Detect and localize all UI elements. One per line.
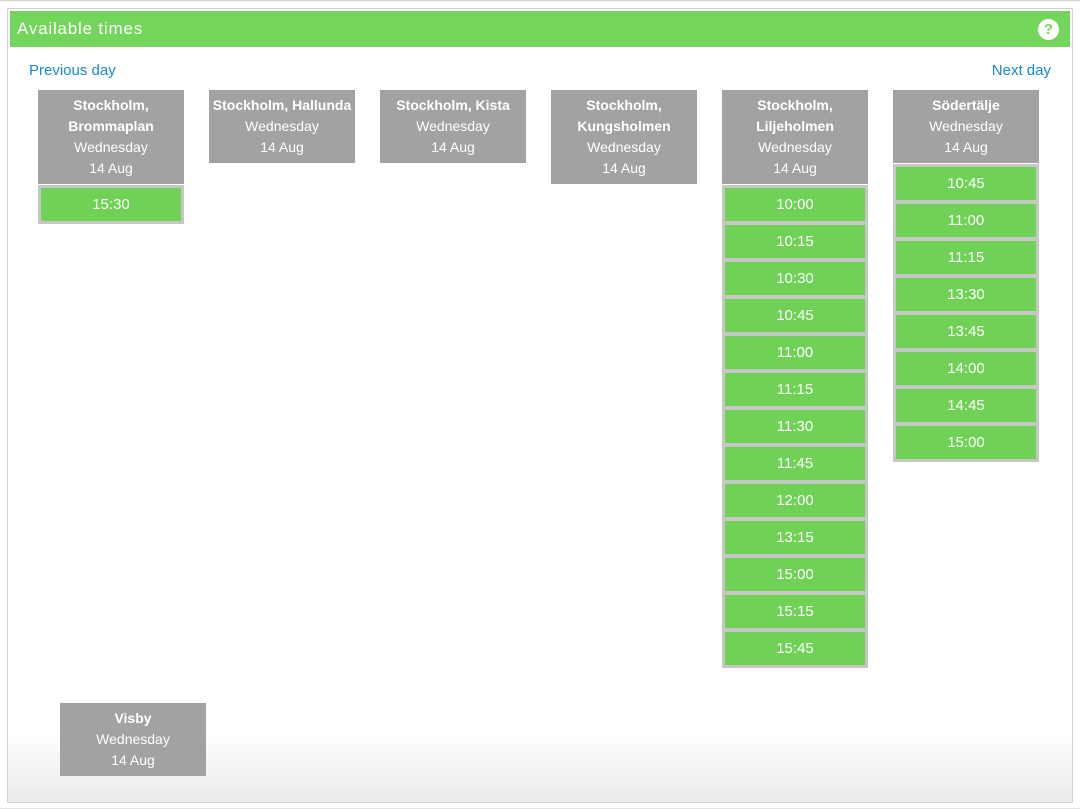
time-slot-button[interactable]: 14:45 <box>896 389 1036 422</box>
location-name: Stockholm, Liljeholmen <box>756 97 834 134</box>
page-title: Available times <box>17 19 144 38</box>
location-name: Stockholm, Kungsholmen <box>577 97 671 134</box>
location-column: Stockholm, Liljeholmen Wednesday 14 Aug … <box>722 90 868 668</box>
time-slot-button[interactable]: 15:15 <box>725 595 865 628</box>
location-header: Stockholm, Brommaplan Wednesday 14 Aug <box>38 90 184 184</box>
time-slot-button[interactable]: 15:30 <box>41 188 181 221</box>
time-slot-button[interactable]: 10:45 <box>896 167 1036 200</box>
time-slot-button[interactable]: 10:45 <box>725 299 865 332</box>
location-column: Stockholm, Kista Wednesday 14 Aug <box>380 90 526 163</box>
time-slot-button[interactable]: 11:00 <box>725 336 865 369</box>
location-date: 14 Aug <box>944 139 988 155</box>
location-day: Wednesday <box>74 139 148 155</box>
content-panel: Available times ? Previous day Next day … <box>7 8 1073 803</box>
location-header: Visby Wednesday 14 Aug <box>60 703 206 776</box>
location-date: 14 Aug <box>111 752 155 768</box>
location-day: Wednesday <box>416 118 490 134</box>
location-date: 14 Aug <box>602 160 646 176</box>
location-date: 14 Aug <box>260 139 304 155</box>
title-bar: Available times ? <box>10 11 1070 47</box>
location-column: Södertälje Wednesday 14 Aug 10:45 11:00 11… <box>893 90 1039 462</box>
location-header: Stockholm, Hallunda Wednesday 14 Aug <box>209 90 355 163</box>
location-header: Stockholm, Kista Wednesday 14 Aug <box>380 90 526 163</box>
location-name: Stockholm, Kista <box>396 97 510 113</box>
day-navigation: Previous day Next day <box>10 47 1070 79</box>
location-header: Södertälje Wednesday 14 Aug <box>893 90 1039 163</box>
location-column: Stockholm, Brommaplan Wednesday 14 Aug 1… <box>38 90 184 224</box>
time-slot-list: 10:45 11:00 11:15 13:30 13:45 14:00 14:45 15:00 <box>893 164 1039 462</box>
location-day: Wednesday <box>245 118 319 134</box>
location-day: Wednesday <box>929 118 1003 134</box>
time-slot-button[interactable]: 12:00 <box>725 484 865 517</box>
time-slot-button[interactable]: 14:00 <box>896 352 1036 385</box>
location-day: Wednesday <box>96 731 170 747</box>
location-day: Wednesday <box>758 139 832 155</box>
location-header: Stockholm, Kungsholmen Wednesday 14 Aug <box>551 90 697 184</box>
time-slot-list: 10:00 10:15 10:30 10:45 11:00 11:15 11:30 11:45… <box>722 185 868 668</box>
previous-day-link[interactable]: Previous day <box>29 62 116 79</box>
location-date: 14 Aug <box>89 160 133 176</box>
location-column: Stockholm, Hallunda Wednesday 14 Aug <box>209 90 355 163</box>
time-slot-button[interactable]: 11:30 <box>725 410 865 443</box>
location-day: Wednesday <box>587 139 661 155</box>
location-name: Visby <box>114 710 152 726</box>
time-slot-button[interactable]: 15:00 <box>725 558 865 591</box>
time-slot-button[interactable]: 13:15 <box>725 521 865 554</box>
location-name: Stockholm, Hallunda <box>212 97 352 113</box>
time-slot-button[interactable]: 11:45 <box>725 447 865 480</box>
next-day-link[interactable]: Next day <box>991 62 1051 79</box>
location-name: Stockholm, Brommaplan <box>68 97 154 134</box>
location-column: Stockholm, Kungsholmen Wednesday 14 Aug <box>551 90 697 184</box>
location-date: 14 Aug <box>773 160 817 176</box>
time-slot-button[interactable]: 15:45 <box>725 632 865 665</box>
time-slot-button[interactable]: 13:45 <box>896 315 1036 348</box>
time-slot-button[interactable]: 11:15 <box>725 373 865 406</box>
time-slot-button[interactable]: 15:00 <box>896 426 1036 459</box>
help-icon[interactable]: ? <box>1038 18 1059 40</box>
time-slot-button[interactable]: 11:15 <box>896 241 1036 274</box>
location-columns-row: Stockholm, Brommaplan Wednesday 14 Aug 1… <box>10 90 1070 668</box>
time-slot-button[interactable]: 10:00 <box>725 188 865 221</box>
time-slot-button[interactable]: 13:30 <box>896 278 1036 311</box>
location-column: Visby Wednesday 14 Aug <box>60 703 206 776</box>
location-date: 14 Aug <box>431 139 475 155</box>
time-slot-button[interactable]: 10:30 <box>725 262 865 295</box>
location-name: Södertälje <box>932 97 1000 113</box>
time-slot-button[interactable]: 10:15 <box>725 225 865 258</box>
time-slot-button[interactable]: 11:00 <box>896 204 1036 237</box>
time-slot-list: 15:30 <box>38 185 184 224</box>
location-header: Stockholm, Liljeholmen Wednesday 14 Aug <box>722 90 868 184</box>
location-columns-row-2: Visby Wednesday 14 Aug <box>10 703 1070 776</box>
